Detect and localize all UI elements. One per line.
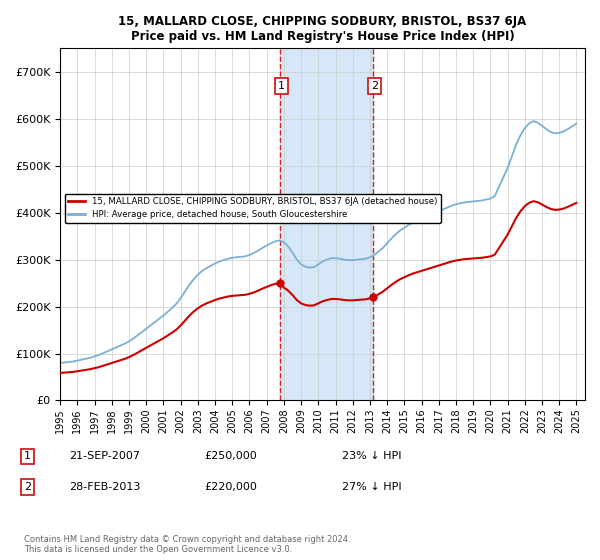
- Text: 2: 2: [24, 482, 31, 492]
- Text: Contains HM Land Registry data © Crown copyright and database right 2024.
This d: Contains HM Land Registry data © Crown c…: [24, 535, 350, 554]
- Text: £220,000: £220,000: [204, 482, 257, 492]
- Text: 2: 2: [371, 81, 378, 91]
- Text: 1: 1: [24, 451, 31, 461]
- Text: £250,000: £250,000: [204, 451, 257, 461]
- Title: 15, MALLARD CLOSE, CHIPPING SODBURY, BRISTOL, BS37 6JA
Price paid vs. HM Land Re: 15, MALLARD CLOSE, CHIPPING SODBURY, BRI…: [118, 15, 527, 43]
- Bar: [280, 48, 373, 400]
- Text: 1: 1: [278, 81, 285, 91]
- Text: 21-SEP-2007: 21-SEP-2007: [69, 451, 140, 461]
- Text: 28-FEB-2013: 28-FEB-2013: [69, 482, 140, 492]
- Text: 27% ↓ HPI: 27% ↓ HPI: [342, 482, 401, 492]
- Text: 23% ↓ HPI: 23% ↓ HPI: [342, 451, 401, 461]
- Legend: 15, MALLARD CLOSE, CHIPPING SODBURY, BRISTOL, BS37 6JA (detached house), HPI: Av: 15, MALLARD CLOSE, CHIPPING SODBURY, BRI…: [65, 194, 441, 223]
